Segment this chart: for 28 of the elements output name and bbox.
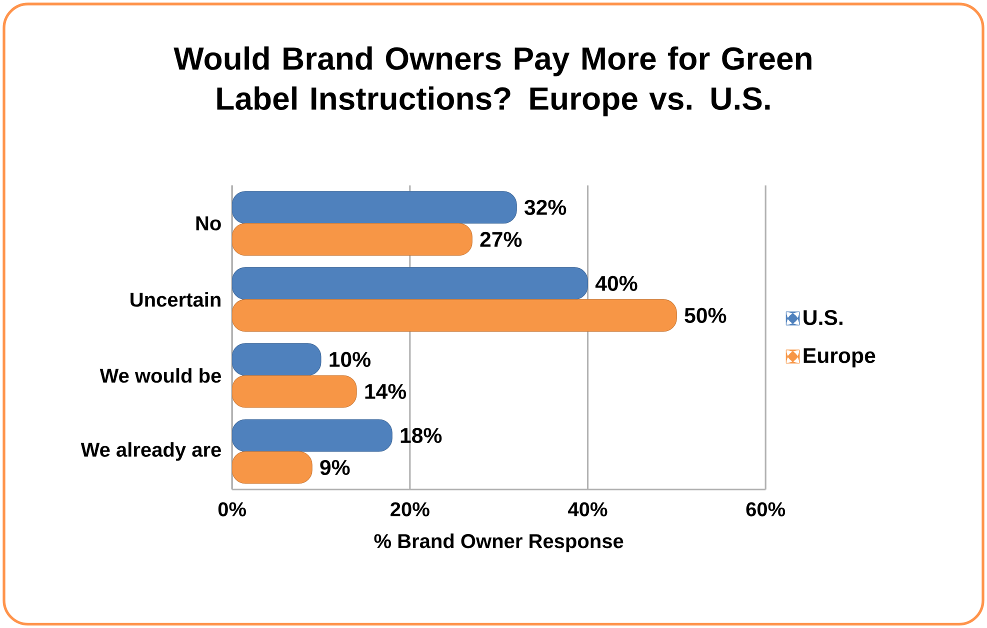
legend-label: Europe	[804, 348, 876, 368]
bar	[232, 267, 588, 300]
x-tick-label: 20%	[390, 502, 430, 516]
y-tick-label: No	[196, 216, 221, 230]
data-label: 10%	[330, 352, 371, 367]
data-label: 18%	[400, 428, 442, 443]
bar	[232, 191, 517, 224]
bar	[232, 299, 677, 332]
x-tick-label: 0%	[218, 502, 246, 516]
y-tick-label: We would be	[100, 368, 221, 383]
data-label: 50%	[684, 308, 726, 323]
x-tick-label: 60%	[746, 502, 786, 516]
bar	[232, 419, 392, 452]
bar	[232, 375, 357, 408]
bar	[232, 343, 322, 376]
data-label: 9%	[320, 460, 350, 475]
y-tick-label: Uncertain	[130, 292, 220, 307]
data-label: 14%	[365, 384, 406, 399]
data-label: 27%	[480, 232, 522, 247]
data-label: 32%	[524, 200, 566, 215]
legend-label: U.S.	[804, 310, 842, 325]
y-tick-label: We already are	[80, 442, 221, 461]
chart-title: Would Brand Owners Pay More for Green Label Instructions? Europe vs. U.S.	[174, 46, 812, 116]
x-tick-label: 40%	[568, 502, 608, 516]
data-label: 40%	[595, 276, 638, 291]
x-axis-title: % Brand Owner Response	[374, 533, 624, 552]
bar	[232, 223, 472, 256]
bar	[232, 451, 312, 484]
